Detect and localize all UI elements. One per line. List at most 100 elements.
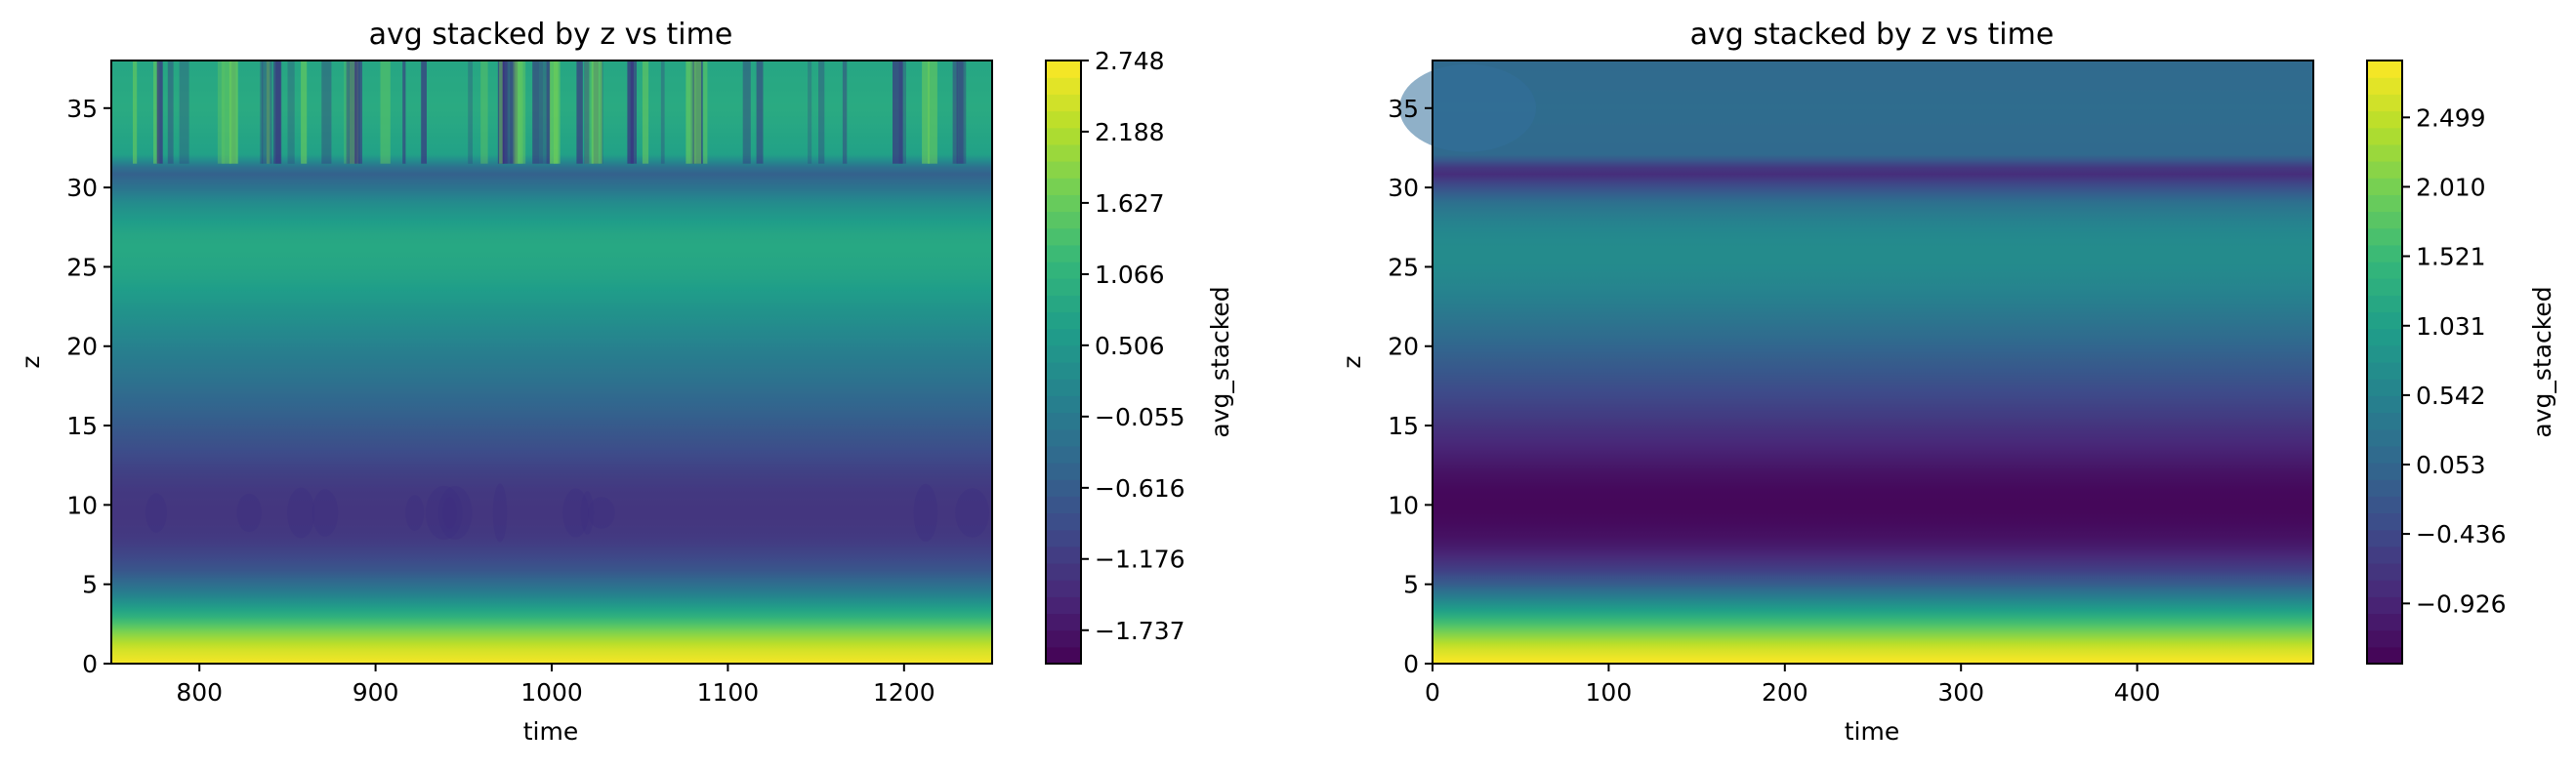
heatmap-streak [346, 61, 357, 164]
heatmap-streak [509, 61, 519, 164]
heatmap-streak [842, 61, 848, 164]
colorbar-band [2367, 110, 2402, 129]
y-tick-label: 30 [1388, 174, 1419, 202]
colorbar-band [1046, 395, 1081, 414]
colorbar-band [1046, 94, 1081, 112]
colorbar-band [2367, 529, 2402, 547]
chart-right-x-ticks: 0 100 200 300 400 [1425, 664, 2160, 707]
y-tick-label: 10 [1388, 491, 1419, 519]
colorbar-tick-label: 1.031 [2416, 312, 2486, 341]
heatmap-blob [913, 483, 938, 543]
colorbar-tick-label: 0.542 [2416, 382, 2486, 410]
colorbar-band [2367, 194, 2402, 213]
heatmap-streak [380, 61, 391, 164]
heatmap-streak [576, 61, 583, 164]
heatmap-streak [893, 61, 903, 164]
colorbar-band [2367, 311, 2402, 330]
heatmap-streak [261, 61, 272, 164]
colorbar-band [1046, 178, 1081, 195]
colorbar-band [1046, 463, 1081, 480]
heatmap-streak [538, 61, 544, 164]
chart-right-colorbar-label: avg_stacked [2528, 286, 2556, 437]
heatmap-streak [818, 61, 825, 164]
y-tick-label: 25 [66, 253, 98, 281]
colorbar-band [2367, 344, 2402, 363]
y-tick-label: 15 [66, 412, 98, 440]
chart-left-y-label: z [17, 355, 45, 368]
colorbar-tick-label: −1.176 [1095, 546, 1185, 574]
heatmap-streak [543, 61, 551, 164]
heatmap-streak [272, 61, 282, 164]
y-tick-label: 15 [1388, 412, 1419, 440]
heatmap-streak [584, 61, 595, 164]
chart-left-x-label: time [523, 717, 578, 746]
x-tick-label: 100 [1586, 678, 1633, 707]
heatmap-blob [145, 493, 167, 533]
colorbar-band [2367, 211, 2402, 229]
chart-left-y-ticks: 0 5 10 15 20 25 30 35 [66, 95, 111, 678]
colorbar-tick-label: −0.926 [2416, 589, 2507, 618]
heatmap-streak [402, 61, 406, 164]
y-tick-label: 35 [1388, 95, 1419, 123]
colorbar-band [1046, 412, 1081, 430]
colorbar-tick-label: −0.436 [2416, 520, 2507, 548]
y-tick-label: 20 [1388, 333, 1419, 361]
colorbar-band [1046, 278, 1081, 296]
heatmap-streak [468, 61, 473, 164]
heatmap-streak [354, 61, 362, 164]
colorbar-tick-label: 0.506 [1095, 332, 1165, 360]
colorbar-band [2367, 395, 2402, 414]
chart-right: avg stacked by z vs time 05101520253035 … [1338, 18, 2556, 746]
chart-left-title: avg stacked by z vs time [369, 18, 733, 52]
colorbar-tick-label: 2.010 [2416, 173, 2486, 201]
colorbar-band [1046, 110, 1081, 129]
colorbar-band [2367, 143, 2402, 162]
colorbar-band [1046, 262, 1081, 279]
colorbar-band [2367, 463, 2402, 480]
heatmap-streak [349, 61, 358, 164]
heatmap-streak [808, 61, 812, 164]
chart-left-x-ticks: 800 900 1000 1100 1200 [176, 664, 935, 707]
heatmap-blob [562, 488, 589, 538]
colorbar-band [2367, 379, 2402, 396]
colorbar-band [2367, 646, 2402, 665]
chart-left-colorbar: 2.748 2.188 1.627 1.066 0.506 −0.055 −0.616 −1.… [1045, 47, 1185, 665]
heatmap-streak [642, 61, 649, 164]
heatmap-streak [167, 61, 174, 164]
colorbar-band [2367, 512, 2402, 531]
heatmap-streak [179, 61, 189, 164]
heatmap-blob [425, 485, 463, 541]
colorbar-tick-label: 2.748 [1095, 47, 1165, 75]
heatmap-blob [405, 495, 425, 531]
colorbar-band [1046, 546, 1081, 564]
colorbar-band [1046, 295, 1081, 313]
heatmap-streak [513, 61, 520, 164]
y-tick-label: 5 [82, 571, 98, 599]
heatmap-streak [958, 61, 967, 164]
heatmap-streak [133, 61, 138, 164]
colorbar-band [1046, 244, 1081, 263]
chart-right-y-label: z [1338, 355, 1366, 368]
heatmap-streak [223, 61, 232, 164]
colorbar-band [2367, 613, 2402, 631]
heatmap-streak [266, 61, 270, 164]
heatmap-streak [756, 61, 764, 164]
colorbar-band [2367, 629, 2402, 648]
heatmap-streak [513, 61, 523, 164]
colorbar-band [2367, 496, 2402, 514]
y-tick-label: 10 [66, 491, 98, 519]
colorbar-tick-label: 2.188 [1095, 118, 1165, 146]
heatmap-blob [437, 486, 473, 540]
y-tick-label: 30 [66, 174, 98, 202]
colorbar-band [2367, 546, 2402, 564]
heatmap-streak [260, 61, 264, 164]
colorbar-band [1046, 77, 1081, 95]
heatmap-streak [153, 61, 160, 164]
x-tick-label: 900 [353, 678, 399, 707]
colorbar-band [2367, 227, 2402, 246]
y-tick-label: 5 [1403, 571, 1419, 599]
colorbar-band [1046, 596, 1081, 615]
x-tick-label: 800 [176, 678, 223, 707]
heatmap-streak [956, 61, 964, 164]
